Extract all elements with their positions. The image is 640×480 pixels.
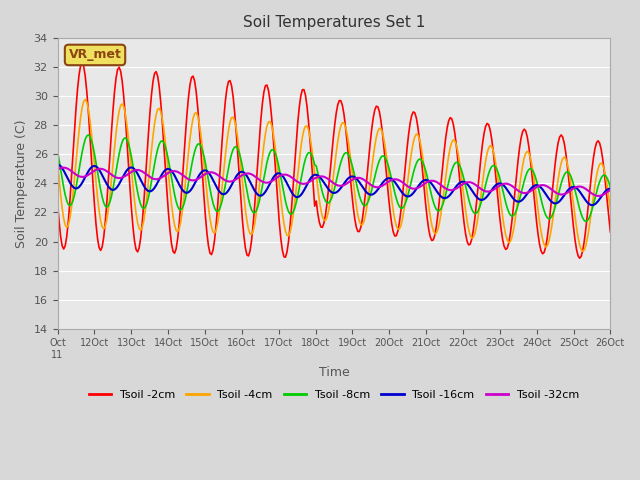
Y-axis label: Soil Temperature (C): Soil Temperature (C) <box>15 119 28 248</box>
Tsoil -16cm <box>588 202 596 208</box>
Tsoil -32cm <box>297 180 305 186</box>
Tsoil -4cm <box>54 159 61 165</box>
Legend: Tsoil -2cm, Tsoil -4cm, Tsoil -8cm, Tsoil -16cm, Tsoil -32cm: Tsoil -2cm, Tsoil -4cm, Tsoil -8cm, Tsoi… <box>84 385 584 405</box>
Tsoil -16cm <box>246 179 254 185</box>
Tsoil -2cm <box>297 93 305 98</box>
Tsoil -2cm <box>54 199 61 204</box>
Tsoil -16cm <box>296 193 303 199</box>
Tsoil -4cm <box>297 144 305 150</box>
Tsoil -16cm <box>122 170 129 176</box>
Tsoil -32cm <box>594 193 602 199</box>
Line: Tsoil -8cm: Tsoil -8cm <box>58 135 611 221</box>
Tsoil -2cm <box>123 136 131 142</box>
Tsoil -8cm <box>577 211 585 216</box>
Tsoil -4cm <box>607 207 614 213</box>
Line: Tsoil -2cm: Tsoil -2cm <box>58 63 611 258</box>
Tsoil -32cm <box>54 167 61 172</box>
Tsoil -8cm <box>84 132 92 138</box>
Tsoil -2cm <box>78 60 86 66</box>
Tsoil -8cm <box>297 177 305 182</box>
Tsoil -16cm <box>576 189 584 194</box>
Tsoil -2cm <box>220 115 228 120</box>
Tsoil -4cm <box>577 247 585 252</box>
Tsoil -8cm <box>582 218 589 224</box>
Tsoil -2cm <box>607 229 614 235</box>
Tsoil -4cm <box>81 96 89 102</box>
Tsoil -32cm <box>607 187 614 193</box>
Line: Tsoil -32cm: Tsoil -32cm <box>58 168 611 196</box>
Tsoil -8cm <box>248 207 255 213</box>
Tsoil -2cm <box>248 238 255 243</box>
Tsoil -16cm <box>218 191 226 197</box>
Tsoil -8cm <box>54 148 61 154</box>
Tsoil -2cm <box>579 248 586 254</box>
Tsoil -8cm <box>123 137 131 143</box>
Tsoil -16cm <box>237 169 244 175</box>
Text: VR_met: VR_met <box>68 48 122 61</box>
Tsoil -32cm <box>123 172 131 178</box>
Tsoil -16cm <box>607 186 614 192</box>
Tsoil -32cm <box>239 172 246 178</box>
Tsoil -16cm <box>54 162 61 168</box>
Tsoil -8cm <box>607 185 614 191</box>
X-axis label: Time: Time <box>319 366 349 379</box>
Tsoil -2cm <box>239 216 246 222</box>
Line: Tsoil -4cm: Tsoil -4cm <box>58 99 611 252</box>
Tsoil -4cm <box>579 249 586 254</box>
Tsoil -4cm <box>123 121 131 127</box>
Tsoil -32cm <box>248 171 255 177</box>
Tsoil -32cm <box>60 165 68 170</box>
Tsoil -32cm <box>220 177 228 182</box>
Tsoil -4cm <box>239 179 246 184</box>
Tsoil -4cm <box>220 167 228 173</box>
Tsoil -8cm <box>220 190 228 196</box>
Tsoil -2cm <box>576 255 584 261</box>
Line: Tsoil -16cm: Tsoil -16cm <box>58 165 611 205</box>
Title: Soil Temperatures Set 1: Soil Temperatures Set 1 <box>243 15 425 30</box>
Tsoil -32cm <box>577 184 585 190</box>
Tsoil -8cm <box>239 163 246 169</box>
Tsoil -4cm <box>248 231 255 237</box>
